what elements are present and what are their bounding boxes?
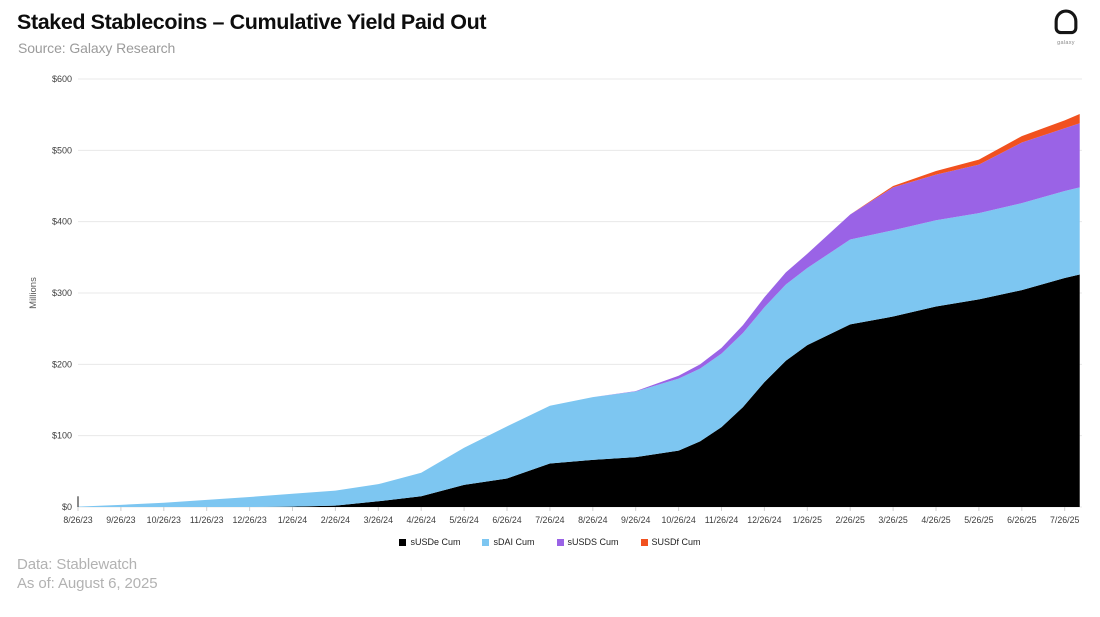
footer-as-of-date: As of: August 6, 2025 <box>17 575 158 592</box>
legend-swatch <box>399 538 407 546</box>
x-tick-label: 3/26/24 <box>364 515 393 525</box>
chart-svg: $0 $100 $200 $300 $400 $500 $600 8/26/23 9/26/23… <box>28 74 1082 525</box>
legend-swatch <box>482 538 490 546</box>
x-tick-label: 2/26/25 <box>836 515 865 525</box>
x-tick-label: 12/26/23 <box>232 515 266 525</box>
legend-label: sDAI Cum <box>493 537 535 547</box>
x-tick-label: 11/26/23 <box>190 515 224 525</box>
y-tick-label: $600 <box>52 74 72 84</box>
x-tick-label: 5/26/24 <box>449 515 478 525</box>
area-susde-cum <box>78 274 1080 507</box>
x-tick-label: 8/26/24 <box>578 515 607 525</box>
y-tick-label: $500 <box>52 145 72 155</box>
y-tick-label: $100 <box>52 431 72 441</box>
chart-area: $0 $100 $200 $300 $400 $500 $600 8/26/23 9/26/23… <box>0 70 1100 545</box>
footer-data-source: Data: Stablewatch <box>17 556 138 573</box>
x-tick-label: 2/26/24 <box>321 515 350 525</box>
galaxy-logo: galaxy <box>1046 8 1086 46</box>
logo-label: galaxy <box>1057 40 1075 46</box>
legend: sUSDe Cum sDAI Cum sUSDS Cum SUSDf Cum <box>0 537 1100 547</box>
x-tick-label: 9/26/23 <box>106 515 135 525</box>
page-title: Staked Stablecoins – Cumulative Yield Pa… <box>17 10 487 34</box>
x-tick-label: 8/26/23 <box>63 515 92 525</box>
x-tick-label: 12/26/24 <box>747 515 781 525</box>
source-label: Source: Galaxy Research <box>18 40 176 56</box>
legend-swatch <box>640 538 648 546</box>
x-tick-label: 6/26/24 <box>492 515 521 525</box>
legend-label: sUSDS Cum <box>567 537 619 547</box>
x-tick-label: 10/26/24 <box>661 515 695 525</box>
area-sdai-cum <box>78 187 1080 507</box>
x-tick-label: 5/26/25 <box>964 515 993 525</box>
x-tick-label: 1/26/25 <box>793 515 822 525</box>
footer: Data: Stablewatch As of: August 6, 2025 <box>17 555 158 593</box>
x-tick-label: 4/26/25 <box>921 515 950 525</box>
y-tick-label: $0 <box>62 502 72 512</box>
x-tick-label: 7/26/24 <box>535 515 564 525</box>
x-tick-label: 1/26/24 <box>278 515 307 525</box>
y-axis-title: Millions <box>28 277 39 309</box>
legend-label: sUSDe Cum <box>410 537 461 547</box>
legend-item: SUSDf Cum <box>640 537 701 547</box>
legend-label: SUSDf Cum <box>651 537 701 547</box>
legend-swatch <box>556 538 564 546</box>
legend-item: sDAI Cum <box>482 537 535 547</box>
x-tick-label: 3/26/25 <box>878 515 907 525</box>
x-tick-label: 7/26/25 <box>1050 515 1079 525</box>
x-tick-label: 11/26/24 <box>705 515 739 525</box>
legend-item: sUSDS Cum <box>556 537 619 547</box>
x-tick-label: 10/26/23 <box>147 515 181 525</box>
x-tick-label: 4/26/24 <box>407 515 436 525</box>
y-tick-label: $300 <box>52 288 72 298</box>
y-tick-label: $400 <box>52 217 72 227</box>
legend-item: sUSDe Cum <box>399 537 460 547</box>
y-tick-label: $200 <box>52 359 72 369</box>
x-tick-label: 9/26/24 <box>621 515 650 525</box>
galaxy-helmet-icon <box>1054 9 1078 35</box>
x-tick-label: 6/26/25 <box>1007 515 1036 525</box>
